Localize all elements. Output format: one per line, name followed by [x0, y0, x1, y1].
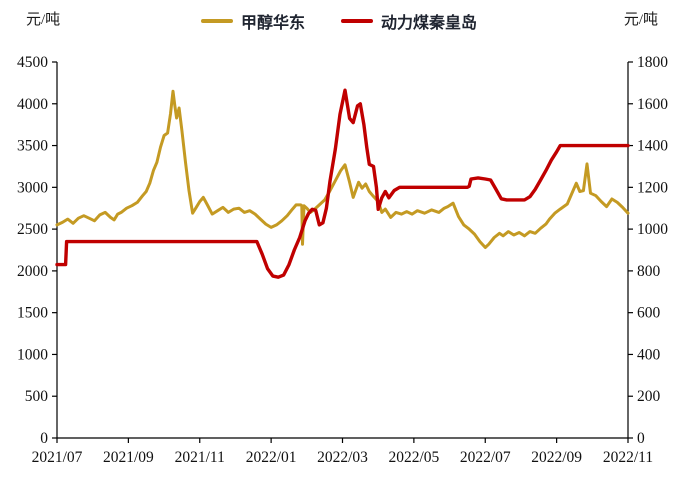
- left-axis-tick-label: 1000: [17, 346, 48, 363]
- left-axis-tick-label: 2000: [17, 263, 48, 280]
- right-axis-tick-label: 400: [637, 346, 661, 363]
- x-axis-tick-label: 2022/09: [531, 449, 582, 466]
- right-axis-tick-label: 800: [637, 263, 661, 280]
- coal-series-line: [55, 88, 630, 279]
- left-axis-tick-label: 0: [40, 430, 48, 447]
- legend-item-coal: 动力煤秦皇岛: [341, 9, 477, 33]
- x-axis-tick-label: 2022/01: [246, 449, 297, 466]
- legend-label-coal: 动力煤秦皇岛: [381, 15, 478, 32]
- left-axis-tick-label: 3500: [17, 138, 48, 155]
- left-axis-tick-label: 500: [25, 388, 49, 405]
- left-axis-tick-label: 1500: [17, 305, 48, 322]
- legend-label-methanol: 甲醇华东: [240, 15, 305, 32]
- x-axis-tick-label: 2021/09: [103, 449, 154, 466]
- x-axis-tick-label: 2022/05: [388, 449, 439, 466]
- axis-frame: [56, 62, 629, 439]
- left-axis-tick-label: 3000: [17, 179, 48, 196]
- methanol-line-swatch: [200, 19, 233, 23]
- legend: 甲醇华东 动力煤秦皇岛: [0, 9, 678, 33]
- left-axis-tick-label: 2500: [17, 221, 48, 238]
- right-axis-tick-label: 0: [637, 430, 645, 447]
- legend-item-methanol: 甲醇华东: [200, 9, 305, 33]
- right-axis-tick-label: 1200: [637, 179, 668, 196]
- right-axis-tick-label: 1600: [637, 96, 668, 113]
- right-axis-tick-label: 1400: [637, 138, 668, 155]
- left-axis-unit-label: 元/吨: [26, 12, 61, 28]
- coal-line-swatch: [341, 19, 373, 23]
- x-axis-tick-label: 2022/07: [460, 449, 511, 466]
- left-axis-tick-label: 4000: [17, 96, 48, 113]
- right-axis-unit-label: 元/吨: [623, 12, 658, 28]
- x-axis-tick-label: 2022/11: [603, 449, 653, 466]
- x-axis-tick-label: 2021/07: [32, 449, 83, 466]
- right-axis-tick-label: 1800: [637, 54, 668, 71]
- right-axis-tick-label: 1000: [637, 221, 668, 238]
- x-axis-tick-label: 2021/11: [175, 449, 225, 466]
- right-axis-tick-label: 600: [637, 305, 661, 322]
- methanol-series-line: [55, 89, 630, 249]
- right-axis-tick-label: 200: [637, 388, 661, 405]
- left-axis-tick-label: 4500: [17, 54, 48, 71]
- x-axis-tick-label: 2022/03: [317, 449, 368, 466]
